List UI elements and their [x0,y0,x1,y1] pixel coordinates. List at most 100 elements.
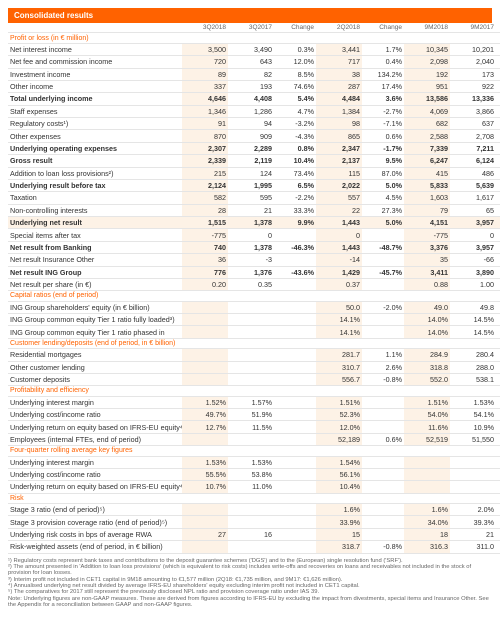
cell: -7.1% [362,118,404,130]
cell: 49.8 [450,301,496,313]
row-label: Net result Insurance Other [8,254,182,266]
cell: 18 [404,528,450,540]
cell [274,481,316,493]
col-2q2018: 2Q2018 [316,23,362,33]
cell: -1.7% [362,142,404,154]
cell: 14.1% [316,314,362,326]
cell: 2,289 [228,142,274,154]
cell: 281.7 [316,349,362,361]
cell: 21 [450,528,496,540]
cell [182,349,228,361]
cell [228,326,274,338]
row-label: Other customer lending [8,361,182,373]
cell: 5.0% [362,217,404,229]
cell [182,314,228,326]
cell: 3,490 [228,43,274,55]
cell: 1.6% [404,504,450,516]
row-label: ING Group shareholders' equity (in € bil… [8,301,182,313]
row-label: Risk-weighted assets (end of period, in … [8,541,182,553]
cell: 5.4% [274,93,316,105]
cell: 79 [404,204,450,216]
cell: 94 [228,118,274,130]
col-label [8,23,182,33]
cell [362,409,404,421]
cell: 951 [404,80,450,92]
section-header: Profitability and efficiency [8,386,500,396]
cell [274,254,316,266]
cell: 12.7% [182,421,228,433]
cell: 717 [316,56,362,68]
row-label: Taxation [8,192,182,204]
cell: 1.51% [404,396,450,408]
cell: 7,211 [450,142,496,154]
cell [496,278,500,290]
cell: 1.7% [496,541,500,553]
cell: 2.0% [496,155,500,167]
cell [362,326,404,338]
cell: 52,519 [404,433,450,445]
row-label: ING Group common equity Tier 1 ratio ful… [8,314,182,326]
cell: 1.51% [316,396,362,408]
cell [496,516,500,528]
cell: 1,384 [316,105,362,117]
cell: -2.7% [362,105,404,117]
cell [362,481,404,493]
cell: 316.3 [404,541,450,553]
cell: 10.9% [450,421,496,433]
cell: 11.6% [404,421,450,433]
cell: 4.9% [496,217,500,229]
cell [228,301,274,313]
cell: 2.6% [496,373,500,385]
cell: 287 [316,80,362,92]
cell: 53.8% [228,468,274,480]
cell: 552.0 [404,373,450,385]
cell: 2,119 [228,155,274,167]
cell: 5.0% [362,179,404,191]
cell [182,326,228,338]
cell: 10,345 [404,43,450,55]
cell: 52,189 [316,433,362,445]
cell: 49.7% [182,409,228,421]
cell: 2,339 [182,155,228,167]
cell: 10.4% [274,155,316,167]
cell: 14.5% [450,314,496,326]
cell [362,396,404,408]
cell: 36 [182,254,228,266]
cell: 0.20 [182,278,228,290]
cell: 0 [228,229,274,241]
cell: 65 [450,204,496,216]
row-label: Underlying return on equity based on IFR… [8,421,182,433]
cell: 0.88 [404,278,450,290]
row-label: Underlying result before tax [8,179,182,191]
cell: 54.1% [450,409,496,421]
row-label: Underlying operating expenses [8,142,182,154]
cell: 15 [316,528,362,540]
cell [496,314,500,326]
cell: 3.1% [496,80,500,92]
cell: 1,346 [182,105,228,117]
cell [274,528,316,540]
cell: 3,411 [404,266,450,278]
cell [274,229,316,241]
cell: 11.0% [496,68,500,80]
cell: 870 [182,130,228,142]
cell [496,456,500,468]
cell: 2.8% [496,56,500,68]
row-label: Special items after tax [8,229,182,241]
cell [362,314,404,326]
cell [362,421,404,433]
cell: 124 [228,167,274,179]
cell: 115 [316,167,362,179]
row-label: Residential mortgages [8,349,182,361]
cell [496,229,500,241]
cell: 1.7% [362,43,404,55]
cell: 2.6% [362,361,404,373]
cell [182,541,228,553]
cell: 4.7% [274,105,316,117]
cell: 0.6% [362,433,404,445]
cell: 11.5% [228,421,274,433]
cell: -4.3% [274,130,316,142]
cell [496,481,500,493]
cell: 39.3% [450,516,496,528]
cell: 50.0 [316,301,362,313]
